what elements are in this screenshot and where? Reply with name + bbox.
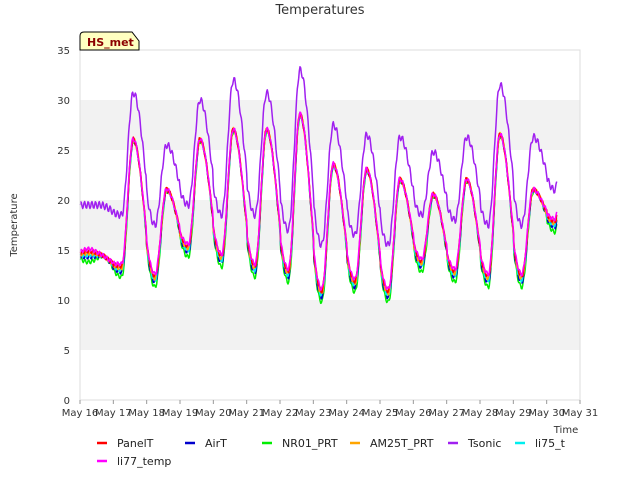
x-tick-label: May 30 <box>528 408 565 419</box>
x-tick-label: May 22 <box>262 408 299 419</box>
x-tick-label: May 23 <box>295 408 332 419</box>
x-tick-label: May 18 <box>128 408 165 419</box>
station-badge: HS_met <box>79 31 140 51</box>
x-tick-label: May 31 <box>562 408 599 419</box>
x-axis-title: Time <box>553 425 578 436</box>
legend-label: PanelT <box>117 437 154 450</box>
y-axis: 0 5 10 15 20 25 30 35 <box>57 46 70 407</box>
legend-label: AM25T_PRT <box>370 437 434 450</box>
x-tick-label: May 26 <box>395 408 432 419</box>
x-tick-label: May 17 <box>95 408 132 419</box>
x-tick-label: May 20 <box>195 408 232 419</box>
series-line-li77-temp <box>79 111 558 292</box>
y-tick-label: 5 <box>64 346 70 357</box>
y-tick-label: 35 <box>57 46 70 57</box>
series-line-tsonic <box>79 66 558 248</box>
legend-label: AirT <box>205 437 227 450</box>
y-tick-label: 30 <box>57 96 70 107</box>
legend-label: Tsonic <box>467 437 501 450</box>
x-tick-label: May 25 <box>362 408 399 419</box>
legend: PanelT AirT NR01_PRT AM25T_PRT Tsonic li75_tl… <box>97 437 566 468</box>
chart-title: Temperatures <box>274 3 364 18</box>
x-tick-label: May 16 <box>62 408 99 419</box>
y-axis-title: Temperature <box>9 193 20 257</box>
y-tick-label: 0 <box>64 396 70 407</box>
y-tick-label: 25 <box>57 146 70 157</box>
x-tick-label: May 24 <box>328 408 365 419</box>
legend-label: NR01_PRT <box>282 437 338 450</box>
y-tick-label: 20 <box>57 196 70 207</box>
station-badge-shape <box>79 31 140 51</box>
plot-lines <box>79 66 558 305</box>
plot-frame <box>79 49 581 401</box>
y-tick-label: 10 <box>57 296 70 307</box>
grid-band-0 <box>80 300 580 350</box>
legend-label: li77_temp <box>117 455 171 468</box>
legend-label: li75_t <box>535 437 566 450</box>
x-tick-label: May 21 <box>228 408 265 419</box>
x-tick-label: May 29 <box>495 408 532 419</box>
x-tick-label: May 28 <box>462 408 499 419</box>
x-tick-label: May 19 <box>162 408 199 419</box>
station-badge-label: HS_met <box>87 36 134 49</box>
x-tick-label: May 27 <box>428 408 465 419</box>
y-tick-label: 15 <box>57 246 70 257</box>
